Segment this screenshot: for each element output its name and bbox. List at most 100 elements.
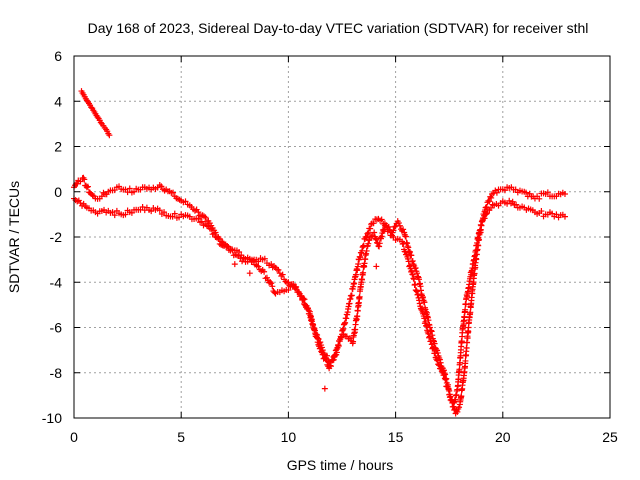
data-point-main-track xyxy=(402,233,409,240)
data-point-main-track xyxy=(201,213,208,220)
y-tick-label: 4 xyxy=(54,93,62,109)
data-point-lower-track xyxy=(509,198,516,205)
data-point-lower-track xyxy=(495,202,502,209)
data-point-main-track xyxy=(486,198,493,205)
data-point-main-track xyxy=(202,214,209,221)
data-point-lower-track xyxy=(198,218,205,225)
data-point-lower-track xyxy=(383,222,390,229)
data-point-lower-track xyxy=(124,207,131,214)
data-point-main-track xyxy=(283,279,290,286)
data-point-lower-track xyxy=(318,349,325,356)
data-point-main-track xyxy=(540,190,547,197)
data-point-main-track xyxy=(193,206,200,213)
data-point-main-track xyxy=(364,230,371,237)
data-point-lower-track xyxy=(98,208,105,215)
data-point-lower-track xyxy=(323,357,330,364)
data-point-lower-track xyxy=(244,254,251,261)
data-point-lower-track xyxy=(330,356,337,363)
data-point-lower-track xyxy=(445,385,452,392)
x-tick-label: 0 xyxy=(70,429,78,445)
data-point-main-track xyxy=(111,187,118,194)
data-point-lower-track xyxy=(559,211,566,218)
y-tick-label: -8 xyxy=(50,365,63,381)
x-tick-label: 20 xyxy=(495,429,511,445)
data-point-main-track xyxy=(365,229,372,236)
data-point-lower-track xyxy=(432,350,439,357)
data-point-main-track xyxy=(176,196,183,203)
data-point-lower-track xyxy=(400,240,407,247)
data-point-main-track xyxy=(137,186,144,193)
data-point-lower-track xyxy=(219,242,226,249)
data-point-main-track xyxy=(261,255,268,262)
data-point-lower-track xyxy=(415,294,422,301)
data-point-lower-track xyxy=(428,341,435,348)
data-point-lower-track xyxy=(376,243,383,250)
data-point-lower-track xyxy=(406,262,413,269)
data-point-main-track xyxy=(84,183,91,190)
data-point-upper-arc xyxy=(101,124,108,131)
data-point-lower-track xyxy=(425,330,432,337)
data-point-lower-track xyxy=(327,363,334,370)
data-point-lower-track xyxy=(285,287,292,294)
data-point-main-track xyxy=(501,187,508,194)
data-point-lower-track xyxy=(176,214,183,221)
data-point-main-track xyxy=(536,195,543,202)
x-tick-label: 5 xyxy=(177,429,185,445)
data-point-main-track xyxy=(77,178,84,185)
data-points xyxy=(71,88,568,417)
data-point-main-track xyxy=(182,198,189,205)
data-point-lower-track xyxy=(253,262,260,269)
data-point-main-track xyxy=(126,185,133,192)
data-point-main-track xyxy=(463,296,470,303)
data-point-lower-track xyxy=(354,313,361,320)
data-point-main-track xyxy=(544,189,551,196)
data-point-lower-track xyxy=(540,213,547,220)
data-point-main-track xyxy=(128,189,135,196)
data-point-lower-track xyxy=(287,283,294,290)
data-point-lower-track xyxy=(376,240,383,247)
data-point-lower-track xyxy=(312,333,319,340)
data-point-main-track xyxy=(154,184,161,191)
data-point-main-track xyxy=(275,266,282,273)
data-point-lower-track xyxy=(449,397,456,404)
data-point-lower-track xyxy=(156,207,163,214)
data-point-lower-track xyxy=(318,348,325,355)
data-point-lower-track xyxy=(267,279,274,286)
data-point-main-track xyxy=(396,222,403,229)
data-point-lower-track xyxy=(158,210,165,217)
data-point-main-track xyxy=(510,186,517,193)
data-point-main-track xyxy=(412,265,419,272)
data-point-main-track xyxy=(239,258,246,265)
data-point-main-track xyxy=(395,219,402,226)
y-axis-label: SDTVAR / TECUs xyxy=(6,181,22,293)
data-point-lower-track xyxy=(441,372,448,379)
data-point-lower-track xyxy=(430,344,437,351)
data-point-lower-track xyxy=(122,211,129,218)
data-point-lower-track xyxy=(441,375,448,382)
data-point-main-track xyxy=(74,180,81,187)
data-point-main-track xyxy=(91,193,98,200)
y-tick-label: -4 xyxy=(50,274,63,290)
data-point-lower-track xyxy=(227,246,234,253)
data-point-main-track xyxy=(559,189,566,196)
data-point-lower-track xyxy=(438,368,445,375)
data-point-lower-track xyxy=(411,276,418,283)
data-point-lower-track xyxy=(378,233,385,240)
data-point-main-track xyxy=(276,270,283,277)
data-point-main-track xyxy=(96,195,103,202)
data-point-lower-track xyxy=(428,338,435,345)
data-point-lower-track xyxy=(358,281,365,288)
data-point-outliers xyxy=(373,263,380,270)
data-point-main-track xyxy=(419,294,426,301)
data-point-lower-track xyxy=(404,255,411,262)
data-point-lower-track xyxy=(82,203,89,210)
data-point-main-track xyxy=(170,189,177,196)
data-point-lower-track xyxy=(202,221,209,228)
data-point-lower-track xyxy=(184,212,191,219)
chart-title: Day 168 of 2023, Sidereal Day-to-day VTE… xyxy=(88,20,589,36)
data-point-outliers xyxy=(246,270,253,277)
data-point-main-track xyxy=(523,189,530,196)
data-point-lower-track xyxy=(513,201,520,208)
data-point-lower-track xyxy=(343,333,350,340)
